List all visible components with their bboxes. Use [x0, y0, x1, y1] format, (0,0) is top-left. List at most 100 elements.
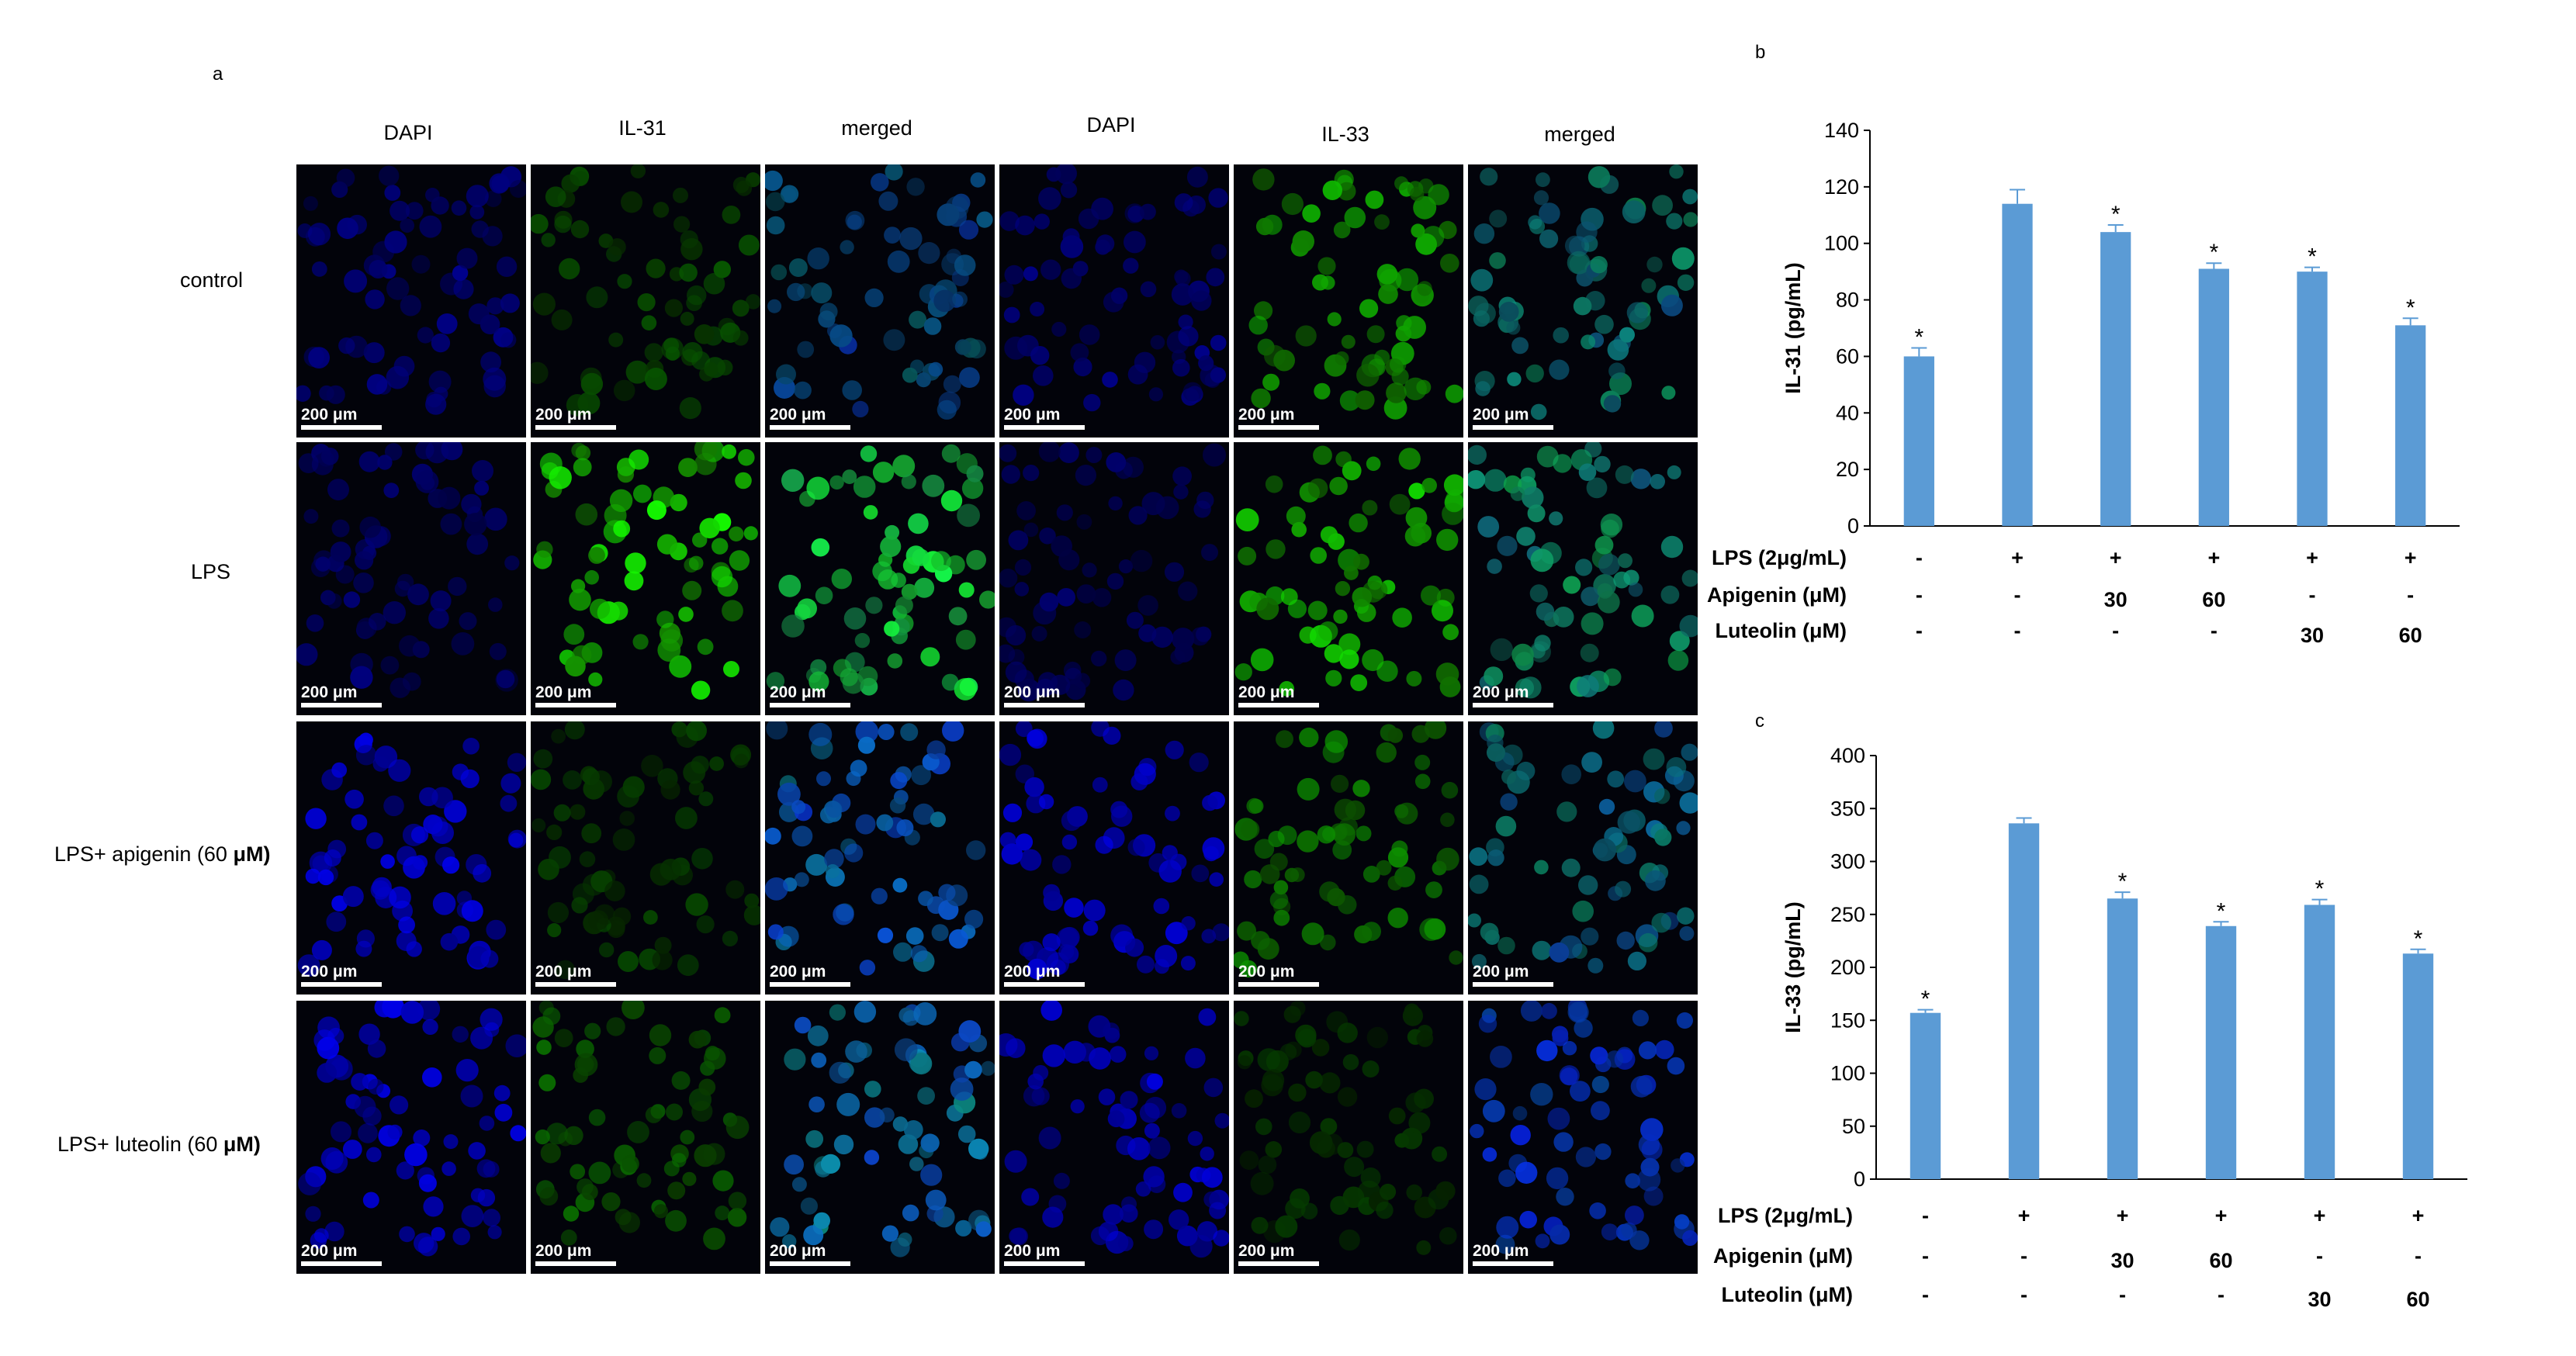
micrograph-r4-c5: 200 μm — [1234, 1001, 1463, 1274]
scale-bar-line — [1004, 703, 1085, 707]
scale-bar-line — [770, 425, 850, 430]
condition-value: - — [2211, 619, 2218, 642]
condition-value: - — [2112, 619, 2119, 642]
y-tick-label: 200 — [1830, 956, 1865, 979]
condition-value: + — [2018, 1204, 2031, 1227]
scale-bar-label: 200 μm — [535, 683, 592, 701]
condition-value: + — [2306, 546, 2318, 569]
scale-bar: 200 μm — [770, 1243, 850, 1266]
condition-row-label: Apigenin (μM) — [1713, 1244, 1853, 1268]
bar-lps-apigenin-60 — [2198, 268, 2229, 526]
condition-row-label: LPS (2μg/mL) — [1718, 1204, 1853, 1227]
panel-c-label: c — [1755, 711, 1764, 732]
micrograph-cells — [1468, 442, 1698, 699]
y-tick-label: 400 — [1830, 744, 1865, 767]
scale-bar-line — [770, 703, 850, 707]
micrograph-r3-c5: 200 μm — [1234, 721, 1463, 995]
row-label-lps-luteolin: LPS+ luteolin (60 μM) — [57, 1133, 261, 1156]
scale-bar-label: 200 μm — [1473, 683, 1529, 701]
condition-value: + — [2405, 546, 2417, 569]
scale-bar-label: 200 μm — [1004, 963, 1061, 981]
micrograph-r4-c2: 200 μm — [531, 1001, 760, 1274]
condition-value: + — [2207, 546, 2220, 569]
micrograph-r2-c6: 200 μm — [1468, 442, 1698, 715]
row-label-lps-apigenin: LPS+ apigenin (60 μM) — [54, 842, 271, 866]
micrograph-r1-c6: 200 μm — [1468, 164, 1698, 438]
condition-value: - — [2014, 619, 2021, 642]
micrograph-cells — [533, 442, 758, 700]
scale-bar: 200 μm — [770, 963, 850, 987]
y-tick-label: 60 — [1836, 344, 1859, 368]
y-tick-label: 100 — [1830, 1062, 1865, 1085]
scale-bar: 200 μm — [1004, 406, 1085, 430]
scale-bar: 200 μm — [1238, 963, 1319, 987]
scale-bar-label: 200 μm — [301, 1242, 358, 1260]
y-tick-label: 0 — [1854, 1167, 1865, 1191]
micrograph-cells — [999, 721, 1229, 980]
scale-bar-line — [535, 982, 616, 987]
il33-bar-chart: 0 50 100 150 200 250 300 350 400 IL-33 (pg/mL) * * *… — [1713, 744, 2467, 1311]
micrograph-cells — [765, 721, 986, 976]
significance-marker: * — [2111, 202, 2121, 227]
condition-row-label: Luteolin (μM) — [1716, 619, 1847, 642]
col-header-merged-2: merged — [1544, 123, 1615, 146]
condition-value: - — [2316, 1244, 2323, 1268]
bar-lps-luteolin-60 — [2395, 325, 2426, 526]
scale-bar-line — [1004, 982, 1085, 987]
condition-value: - — [2309, 583, 2316, 607]
bar-lps — [2008, 823, 2040, 1179]
micrograph-cells — [1234, 445, 1463, 697]
y-axis-label: IL-31 (pg/mL) — [1781, 262, 1805, 394]
scale-bar: 200 μm — [301, 684, 382, 707]
bar-lps-luteolin-30 — [2304, 905, 2335, 1179]
condition-value: - — [2407, 583, 2414, 607]
condition-value: - — [1922, 1244, 1929, 1268]
condition-value: 30 — [2301, 624, 2324, 647]
scale-bar: 200 μm — [1004, 963, 1085, 987]
scale-bar-label: 200 μm — [1238, 1242, 1295, 1260]
scale-bar: 200 μm — [1004, 684, 1085, 707]
scale-bar: 200 μm — [301, 1243, 382, 1266]
scale-bar-line — [301, 703, 382, 707]
micrograph-cells — [531, 721, 760, 980]
micrograph-r4-c6: 200 μm — [1468, 1001, 1698, 1274]
scale-bar-label: 200 μm — [535, 1242, 592, 1260]
micrograph-cells — [532, 1001, 750, 1250]
significance-marker: * — [2414, 926, 2423, 952]
y-tick-label: 150 — [1830, 1008, 1865, 1032]
micrograph-cells — [298, 1001, 526, 1257]
condition-value: - — [2119, 1283, 2126, 1306]
scale-bar-label: 200 μm — [1004, 683, 1061, 701]
micrograph-r1-c5: 200 μm — [1234, 164, 1463, 438]
significance-marker: * — [2217, 898, 2226, 924]
scale-bar-label: 200 μm — [1473, 1242, 1529, 1260]
condition-value: + — [2215, 1204, 2228, 1227]
scale-bar: 200 μm — [1238, 1243, 1319, 1266]
micrograph-r2-c1: 200 μm — [296, 442, 526, 715]
scale-bar-line — [301, 1261, 382, 1266]
scale-bar-line — [535, 703, 616, 707]
row-label-control: control — [180, 268, 244, 292]
micrograph-r1-c1: 200 μm — [296, 164, 526, 438]
condition-value: - — [2020, 1244, 2027, 1268]
micrograph-cells — [297, 732, 526, 977]
scale-bar-line — [535, 425, 616, 430]
micrograph-r2-c4: 200 μm — [999, 442, 1229, 715]
scale-bar-line — [1473, 982, 1553, 987]
y-tick-label: 120 — [1824, 175, 1859, 199]
micrograph-r3-c6: 200 μm — [1468, 721, 1698, 995]
scale-bar: 200 μm — [1238, 406, 1319, 430]
row-label-lps: LPS — [191, 560, 231, 583]
bar-lps-apigenin-30 — [2107, 898, 2138, 1179]
scale-bar: 200 μm — [1004, 1243, 1085, 1266]
micrograph-cells — [1248, 168, 1463, 420]
micrograph-cells — [999, 164, 1228, 412]
significance-marker: * — [1914, 325, 1923, 351]
micrograph-r1-c4: 200 μm — [999, 164, 1229, 438]
condition-value: - — [1922, 1283, 1929, 1306]
scale-bar-label: 200 μm — [770, 963, 826, 981]
condition-row-label: Luteolin (μM) — [1722, 1283, 1853, 1306]
micrograph-r2-c5: 200 μm — [1234, 442, 1463, 715]
scale-bar-line — [1473, 703, 1553, 707]
scale-bar: 200 μm — [770, 684, 850, 707]
